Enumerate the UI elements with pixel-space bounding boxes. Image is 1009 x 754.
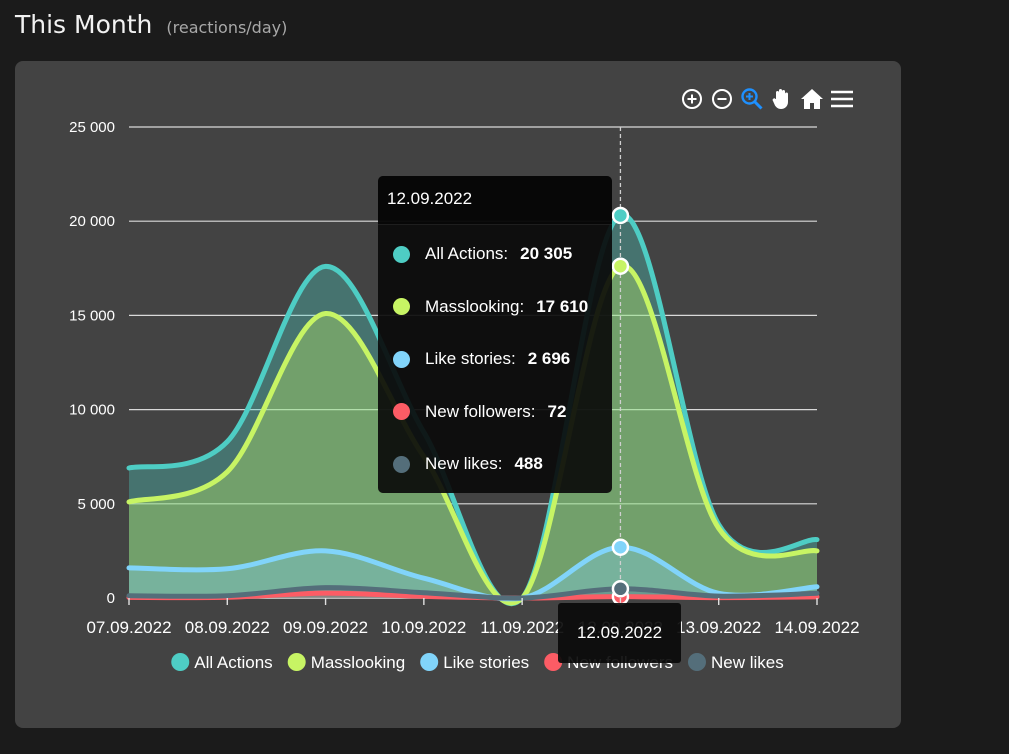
tooltip-date: 12.09.2022 bbox=[378, 176, 612, 225]
legend-marker bbox=[687, 653, 706, 671]
legend-item-new-likes[interactable]: New likes bbox=[687, 653, 784, 672]
tooltip-series-dot bbox=[393, 403, 410, 420]
legend-item-masslooking[interactable]: Masslooking bbox=[287, 653, 406, 672]
legend-marker bbox=[420, 653, 439, 671]
legend-item-all-actions[interactable]: All Actions bbox=[171, 653, 273, 672]
zoom-out-icon[interactable] bbox=[710, 87, 734, 111]
tooltip-series-label: New likes: bbox=[425, 454, 503, 473]
x-tick-label: 07.09.2022 bbox=[86, 618, 171, 637]
legend-label: Masslooking bbox=[311, 653, 406, 672]
page-title: This Month bbox=[15, 10, 153, 39]
zoom-in-icon[interactable] bbox=[680, 87, 704, 111]
legend-marker bbox=[171, 653, 190, 671]
x-tick-label: 09.09.2022 bbox=[283, 618, 368, 637]
tooltip-series-label: Like stories: bbox=[425, 349, 516, 368]
tooltip-series-dot bbox=[393, 298, 410, 315]
tooltip-series-dot bbox=[393, 350, 410, 368]
page-heading: This Month (reactions/day) bbox=[15, 10, 287, 39]
pan-hand-icon[interactable] bbox=[770, 87, 794, 111]
legend-label: Like stories bbox=[443, 653, 529, 672]
x-crosshair-label: 12.09.2022 bbox=[558, 603, 681, 663]
tooltip-series-value: 2 696 bbox=[527, 349, 571, 368]
x-tick-label: 11.09.2022 bbox=[480, 618, 564, 637]
marker-all-actions[interactable] bbox=[611, 206, 630, 225]
area-all-actions bbox=[129, 215, 817, 604]
tooltip-series-value: 72 bbox=[547, 401, 567, 421]
y-tick-label: 15 000 bbox=[69, 307, 115, 324]
x-crosshair-label-text: 12.09.2022 bbox=[576, 623, 663, 642]
x-tick-label: 13.09.2022 bbox=[676, 618, 761, 637]
home-reset-icon[interactable] bbox=[800, 87, 824, 111]
x-tick-label: 14.09.2022 bbox=[774, 618, 859, 637]
marker-like-stories[interactable] bbox=[611, 538, 630, 556]
y-tick-label: 10 000 bbox=[69, 402, 115, 419]
tooltip-row: All Actions: 20 305 bbox=[393, 244, 572, 264]
tooltip-series-label: New followers: bbox=[425, 401, 536, 421]
chart-tooltip: 12.09.2022 All Actions: 20 305 Masslooking… bbox=[378, 176, 612, 493]
area-like-stories bbox=[129, 547, 817, 599]
tooltip-series-label: All Actions: bbox=[425, 244, 509, 263]
legend-item-like-stories[interactable]: Like stories bbox=[420, 653, 529, 672]
area-masslooking bbox=[129, 265, 817, 604]
tooltip-row: Masslooking: 17 610 bbox=[393, 297, 588, 317]
area-chart[interactable]: 0 5 000 10 000 15 000 20 000 25 000 07.09.202… bbox=[15, 61, 901, 728]
line-new-likes bbox=[126, 585, 820, 601]
marker-new-likes[interactable] bbox=[611, 580, 630, 598]
y-tick-label: 0 bbox=[107, 590, 115, 607]
tooltip-series-value: 17 610 bbox=[536, 296, 589, 316]
marker-masslooking[interactable] bbox=[611, 257, 630, 275]
selection-zoom-icon[interactable] bbox=[740, 87, 764, 111]
tooltip-series-label: Masslooking: bbox=[425, 296, 525, 316]
tooltip-series-value: 488 bbox=[514, 454, 543, 473]
y-tick-label: 20 000 bbox=[69, 213, 115, 230]
tooltip-row: Like stories: 2 696 bbox=[393, 349, 570, 369]
page-subtitle: (reactions/day) bbox=[166, 18, 288, 37]
x-tick-label: 10.09.2022 bbox=[381, 618, 466, 637]
y-tick-label: 25 000 bbox=[69, 119, 115, 136]
tooltip-series-value: 20 305 bbox=[520, 244, 573, 263]
chart-toolbar bbox=[680, 87, 854, 111]
tooltip-row: New likes: 488 bbox=[393, 454, 543, 474]
menu-icon[interactable] bbox=[830, 87, 854, 111]
x-tick-label: 08.09.2022 bbox=[185, 618, 270, 637]
tooltip-series-dot bbox=[393, 245, 410, 263]
legend-marker bbox=[544, 653, 563, 671]
legend-label: All Actions bbox=[194, 653, 272, 672]
tooltip-row: New followers: 72 bbox=[393, 402, 566, 422]
chart-card: 0 5 000 10 000 15 000 20 000 25 000 07.09.202… bbox=[15, 61, 901, 728]
legend-marker bbox=[287, 653, 306, 671]
tooltip-series-dot bbox=[393, 455, 410, 473]
y-tick-label: 5 000 bbox=[77, 496, 115, 513]
legend-label: New likes bbox=[711, 653, 784, 672]
